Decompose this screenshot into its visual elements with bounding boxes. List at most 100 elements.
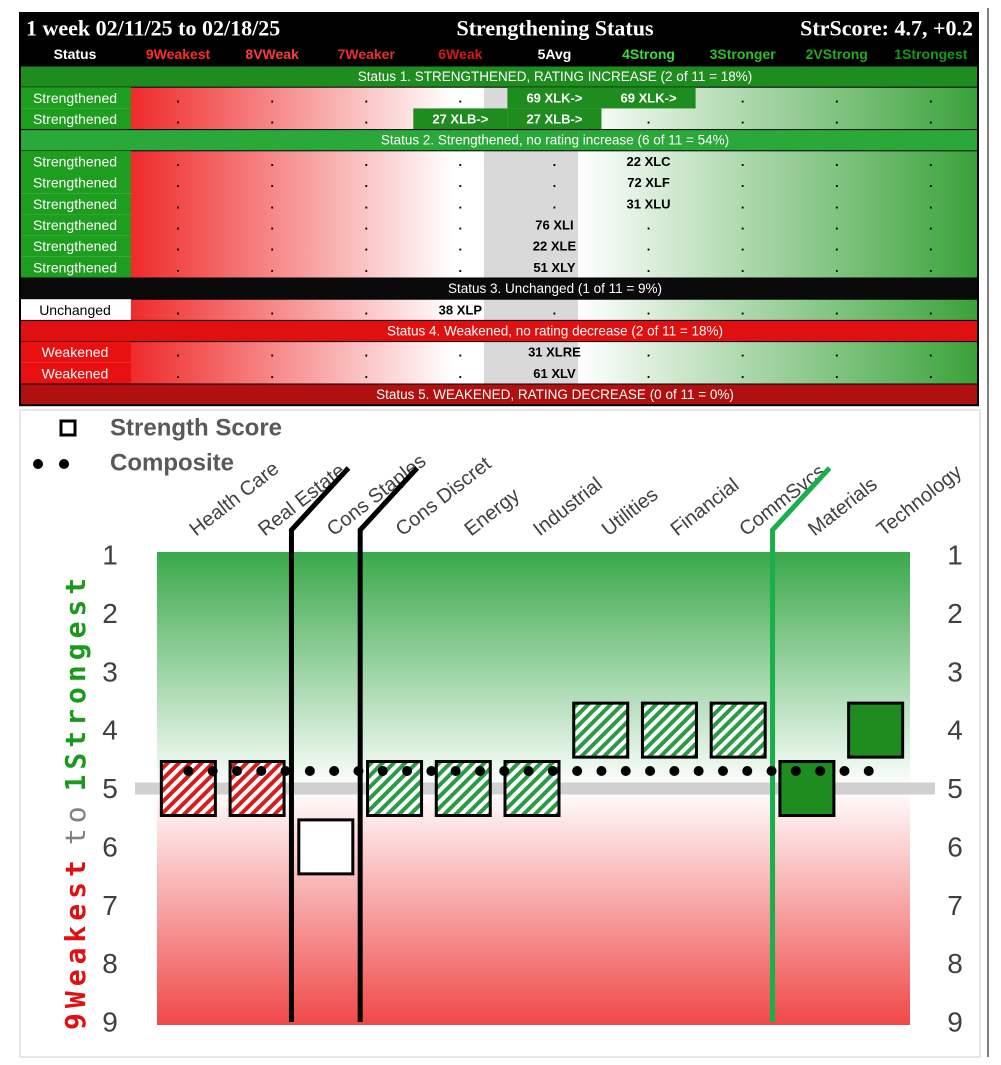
highlight-cell — [601, 87, 696, 109]
y-tick-label: 7 — [102, 890, 118, 921]
y-tick-label-right: 5 — [947, 773, 963, 804]
cell: . — [553, 154, 557, 169]
x-tick-label: Financial — [667, 474, 744, 541]
status-cell — [20, 108, 131, 130]
cell: . — [835, 218, 839, 233]
cell: . — [364, 366, 368, 381]
cell: . — [459, 239, 463, 254]
cell: . — [364, 196, 368, 211]
table-border — [19, 12, 979, 407]
cell: . — [176, 366, 180, 381]
cell: . — [929, 239, 933, 254]
cell: . — [364, 218, 368, 233]
cell: . — [929, 154, 933, 169]
group-title: Status 1. STRENGTHENED, RATING INCREASE … — [358, 69, 753, 84]
column-header: 5Avg — [538, 46, 572, 62]
status: Weakened — [42, 365, 109, 381]
cell: . — [741, 90, 745, 105]
column-header: 4Strong — [622, 46, 675, 62]
cell: . — [929, 175, 933, 190]
cell: . — [835, 175, 839, 190]
y-label-part: 9Weakest — [59, 855, 92, 1030]
cell: . — [270, 366, 274, 381]
y-axis-label: 9Weakest to 1Strongest — [59, 573, 92, 1030]
cell: 27 XLB-> — [432, 112, 488, 127]
table-header-bg — [20, 13, 978, 66]
highlight-cell — [507, 87, 602, 109]
status-cell — [20, 299, 131, 321]
status-cell — [20, 341, 131, 363]
y-tick-label: 8 — [102, 948, 118, 979]
status: Strengthened — [33, 111, 117, 127]
cell: . — [835, 302, 839, 317]
group-title: Status 4. Weakened, no rating decrease (… — [387, 324, 723, 339]
cell: . — [835, 196, 839, 211]
cell: . — [459, 260, 463, 275]
cell: . — [647, 218, 651, 233]
chart-frame — [19, 409, 981, 1058]
x-tick-label: Energy — [461, 484, 524, 540]
strength-box — [709, 701, 767, 759]
status-cell — [20, 214, 131, 236]
column-header: 9Weakest — [146, 46, 211, 62]
cell: . — [459, 90, 463, 105]
cell: . — [741, 345, 745, 360]
cell: . — [176, 90, 180, 105]
status-cell — [20, 150, 131, 172]
x-tick-label: Technology — [873, 461, 966, 541]
cell: . — [835, 90, 839, 105]
x-tick-label: Utilities — [598, 484, 662, 541]
cell: . — [364, 175, 368, 190]
cell: 27 XLB-> — [526, 112, 582, 127]
cell: 22 XLC — [627, 154, 672, 169]
cell: . — [553, 175, 557, 190]
cell: . — [459, 196, 463, 211]
status: Strengthened — [33, 175, 117, 191]
callout-line — [770, 466, 832, 1022]
cell: . — [835, 239, 839, 254]
y-tick-label: 6 — [102, 831, 118, 862]
cell: . — [835, 366, 839, 381]
y-tick-label-right: 4 — [947, 715, 963, 746]
cell: . — [647, 239, 651, 254]
cell: . — [835, 345, 839, 360]
y-tick-label: 1 — [102, 540, 118, 571]
cell: . — [364, 239, 368, 254]
status-cell — [20, 362, 131, 384]
y-tick-label: 5 — [102, 773, 118, 804]
status: Strengthened — [33, 196, 117, 212]
cell: . — [364, 112, 368, 127]
cell: . — [929, 302, 933, 317]
cell: . — [553, 196, 557, 211]
cell: . — [929, 345, 933, 360]
cell: . — [459, 175, 463, 190]
legend-label: Composite — [110, 450, 234, 477]
cell: . — [270, 112, 274, 127]
cell: . — [741, 154, 745, 169]
cell: . — [270, 154, 274, 169]
cell: . — [176, 218, 180, 233]
cell: . — [741, 218, 745, 233]
cell: . — [270, 196, 274, 211]
cell: . — [553, 302, 557, 317]
y-tick-label: 9 — [102, 1007, 118, 1038]
status-cell — [20, 235, 131, 257]
status: Strengthened — [33, 90, 117, 106]
y-tick-label-right: 2 — [947, 598, 963, 629]
status: Strengthened — [33, 259, 117, 275]
table-title: Strengthening Status — [456, 16, 653, 41]
cell: . — [929, 196, 933, 211]
cell: . — [176, 175, 180, 190]
cell: . — [364, 302, 368, 317]
cell: . — [741, 239, 745, 254]
cell: . — [270, 345, 274, 360]
strength-box — [297, 818, 355, 876]
highlight-cell — [507, 108, 602, 130]
y-label-part: 1Strongest — [59, 573, 92, 792]
y-tick-label: 2 — [102, 598, 118, 629]
cell: 76 XLI — [535, 218, 573, 233]
cell: . — [929, 366, 933, 381]
cell: 72 XLF — [627, 175, 670, 190]
cell: . — [459, 366, 463, 381]
score: StrScore: 4.7, +0.2 — [800, 16, 973, 41]
